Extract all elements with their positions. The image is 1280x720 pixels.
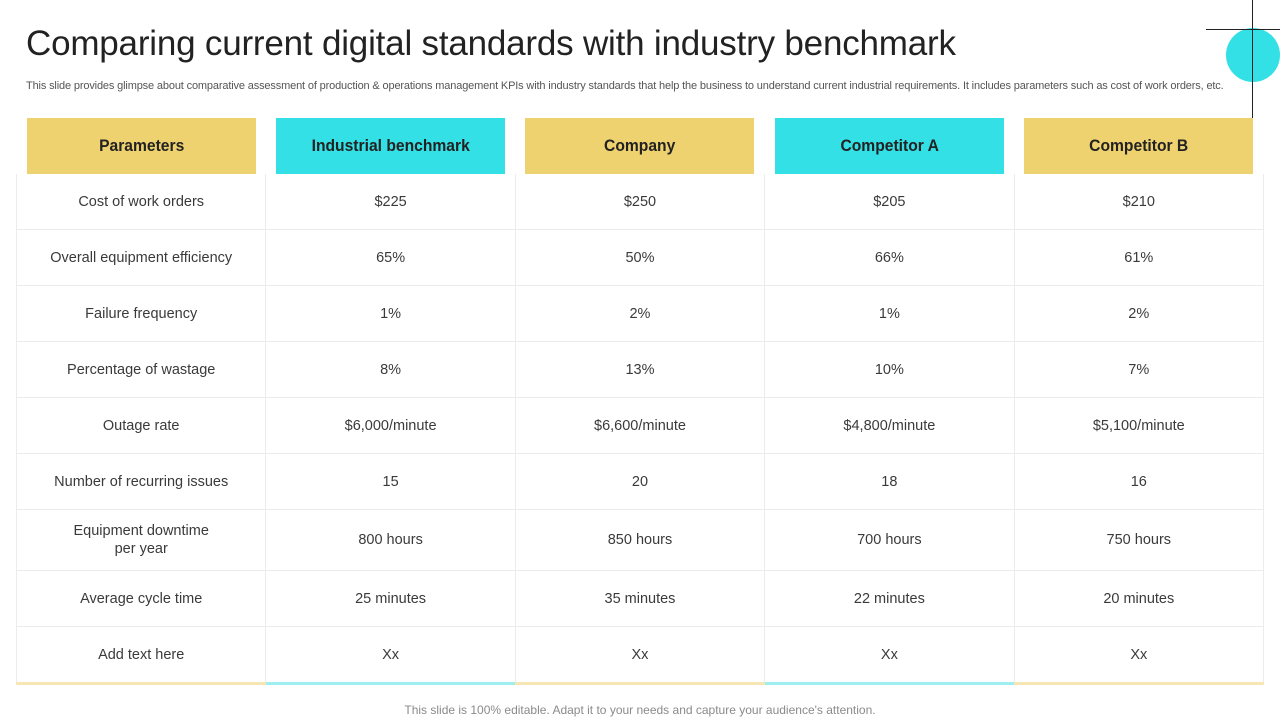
- cell-competitor-a: 18: [764, 453, 1015, 510]
- accent-strip-yellow: [16, 682, 266, 685]
- cell-competitor-b: 750 hours: [1014, 509, 1265, 571]
- cell-competitor-b: Xx: [1014, 626, 1265, 682]
- cell-competitor-b: $210: [1014, 174, 1265, 230]
- cell-competitor-a: 700 hours: [764, 509, 1015, 571]
- table-header-row: Parameters Industrial benchmark Company …: [17, 118, 1264, 174]
- cell-competitor-a: 22 minutes: [764, 570, 1015, 627]
- decorative-line-horizontal: [1206, 29, 1280, 30]
- cell-industrial-benchmark: $6,000/minute: [265, 397, 516, 454]
- comparison-table: Parameters Industrial benchmark Company …: [15, 118, 1265, 682]
- cell-competitor-b: 16: [1014, 453, 1265, 510]
- table-row: Outage rate $6,000/minute $6,600/minute …: [15, 397, 1265, 454]
- cell-industrial-benchmark: 15: [265, 453, 516, 510]
- row-parameter: Cost of work orders: [15, 174, 267, 230]
- table-row: Add text here Xx Xx Xx Xx: [15, 626, 1265, 682]
- table-bottom-accent-strip: [16, 682, 1264, 685]
- row-parameter: Percentage of wastage: [15, 341, 267, 398]
- accent-strip-cyan: [265, 682, 516, 685]
- cell-company: 50%: [515, 229, 766, 286]
- cell-competitor-a: 10%: [764, 341, 1015, 398]
- cell-company: 20: [515, 453, 766, 510]
- cell-industrial-benchmark: 65%: [265, 229, 516, 286]
- slide-description: This slide provides glimpse about compar…: [26, 80, 1224, 92]
- table-row: Average cycle time 25 minutes 35 minutes…: [15, 570, 1265, 627]
- cell-competitor-a: 66%: [764, 229, 1015, 286]
- footer-note: This slide is 100% editable. Adapt it to…: [404, 703, 876, 717]
- row-parameter: Equipment downtime per year: [15, 509, 267, 571]
- accent-strip-cyan: [764, 682, 1015, 685]
- row-parameter: Overall equipment efficiency: [15, 229, 267, 286]
- cell-company: Xx: [515, 626, 766, 682]
- header-company: Company: [525, 118, 755, 174]
- cell-company: 850 hours: [515, 509, 766, 571]
- table-row: Percentage of wastage 8% 13% 10% 7%: [15, 341, 1265, 398]
- cell-competitor-a: 1%: [764, 285, 1015, 342]
- cell-industrial-benchmark: 1%: [265, 285, 516, 342]
- cell-industrial-benchmark: 8%: [265, 341, 516, 398]
- table-row: Overall equipment efficiency 65% 50% 66%…: [15, 229, 1265, 286]
- row-parameter: Number of recurring issues: [15, 453, 267, 510]
- cell-industrial-benchmark: $225: [265, 174, 516, 230]
- header-parameters: Parameters: [26, 118, 256, 174]
- table-row: Number of recurring issues 15 20 18 16: [15, 453, 1265, 510]
- cell-industrial-benchmark: 800 hours: [265, 509, 516, 571]
- table-row: Cost of work orders $225 $250 $205 $210: [15, 174, 1265, 230]
- cell-company: $6,600/minute: [515, 397, 766, 454]
- cell-competitor-a: $4,800/minute: [764, 397, 1015, 454]
- cell-competitor-b: 7%: [1014, 341, 1265, 398]
- row-parameter: Outage rate: [15, 397, 267, 454]
- cell-competitor-b: $5,100/minute: [1014, 397, 1265, 454]
- cell-competitor-a: Xx: [764, 626, 1015, 682]
- decorative-line-vertical: [1252, 0, 1253, 150]
- row-parameter-line-2: per year: [114, 541, 168, 557]
- header-competitor-b: Competitor B: [1024, 118, 1254, 174]
- cell-competitor-a: $205: [764, 174, 1015, 230]
- comparison-table-container: Parameters Industrial benchmark Company …: [15, 118, 1265, 685]
- accent-strip-yellow: [515, 682, 765, 685]
- decorative-circle: [1226, 28, 1280, 82]
- table-row: Failure frequency 1% 2% 1% 2%: [15, 285, 1265, 342]
- row-parameter: Add text here: [15, 626, 267, 682]
- cell-competitor-b: 61%: [1014, 229, 1265, 286]
- row-parameter-line-1: Equipment downtime: [73, 523, 209, 539]
- header-industrial-benchmark: Industrial benchmark: [275, 118, 506, 174]
- cell-industrial-benchmark: 25 minutes: [265, 570, 516, 627]
- page-title: Comparing current digital standards with…: [26, 24, 956, 63]
- cell-company: 35 minutes: [515, 570, 766, 627]
- cell-competitor-b: 2%: [1014, 285, 1265, 342]
- cell-company: 13%: [515, 341, 766, 398]
- header-competitor-a: Competitor A: [774, 118, 1005, 174]
- cell-company: 2%: [515, 285, 766, 342]
- cell-company: $250: [515, 174, 766, 230]
- row-parameter: Failure frequency: [15, 285, 267, 342]
- cell-industrial-benchmark: Xx: [265, 626, 516, 682]
- row-parameter: Average cycle time: [15, 570, 267, 627]
- cell-competitor-b: 20 minutes: [1014, 570, 1265, 627]
- accent-strip-yellow: [1014, 682, 1264, 685]
- table-row: Equipment downtime per year 800 hours 85…: [15, 509, 1265, 571]
